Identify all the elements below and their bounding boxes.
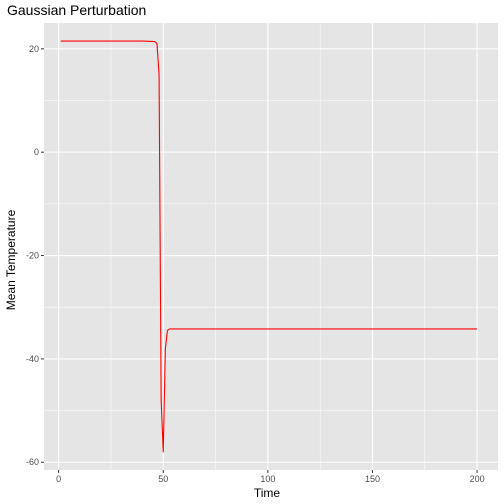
y-tick-label: 20 [29,44,39,54]
y-tick-label: -20 [26,251,39,261]
x-tick-label: 150 [365,474,380,484]
x-axis-title: Time [254,486,281,500]
x-axis: 0 50 100 150 200 [56,470,485,484]
x-tick-label: 100 [260,474,275,484]
series-line-0 [60,40,478,453]
chart-title: Gaussian Perturbation [7,2,146,18]
plot-panel [44,23,498,470]
x-tick-label: 0 [56,474,61,484]
panel-background [44,23,498,470]
x-tick-label: 200 [470,474,485,484]
series-layer [60,40,478,453]
x-tick-label: 50 [158,474,168,484]
y-tick-label: 0 [34,147,39,157]
y-tick-label: -60 [26,457,39,467]
grid-lines [44,23,498,470]
y-axis-title: Mean Temperature [4,209,18,310]
y-tick-label: -40 [26,354,39,364]
y-axis: -60 -40 -20 0 20 [26,44,44,467]
